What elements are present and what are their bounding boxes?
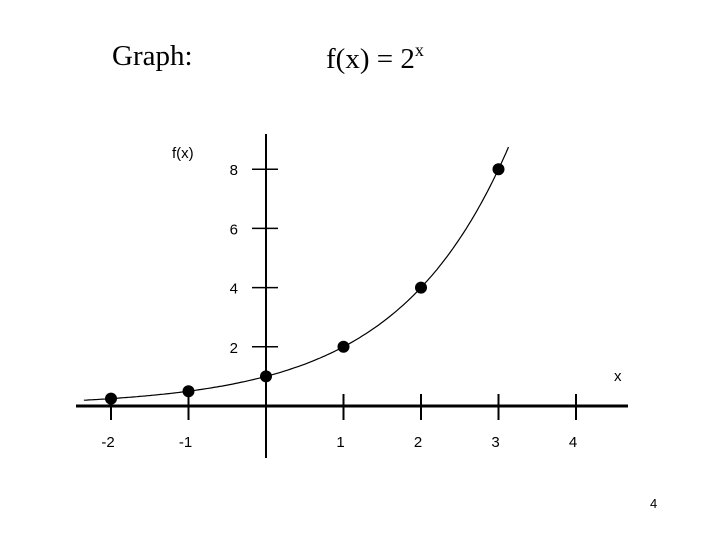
x-tick-label-2: 2 — [414, 434, 422, 451]
data-point-x-2 — [105, 392, 117, 405]
data-point-x1 — [337, 340, 350, 353]
function-exponent: x — [414, 40, 424, 60]
y-tick-label-6: 6 — [230, 221, 238, 238]
x-axis-label: x — [614, 368, 622, 385]
data-point-x3 — [492, 163, 505, 176]
data-point-x2 — [415, 281, 427, 294]
y-tick-label-8: 8 — [230, 162, 238, 179]
points-layer — [105, 163, 505, 405]
page-number: 4 — [650, 496, 658, 511]
x-tick-label--1: -1 — [179, 434, 192, 451]
axes-group — [76, 134, 628, 458]
curve-2-pow-x — [83, 146, 510, 401]
x-tick-label-1: 1 — [336, 434, 344, 451]
x-tick-label-3: 3 — [491, 434, 499, 451]
data-point-x-1 — [182, 385, 195, 398]
y-tick-label-2: 2 — [230, 340, 238, 357]
slide-title-label: Graph: — [112, 40, 193, 72]
x-tick-label--2: -2 — [101, 434, 114, 451]
x-tick-label-4: 4 — [569, 434, 577, 451]
curve-layer — [83, 146, 510, 401]
y-tick-label-4: 4 — [230, 281, 238, 298]
labels-layer: -2 -1 1 2 3 4 2 4 6 8 f(x) x — [101, 145, 622, 451]
y-axis-label: f(x) — [172, 145, 194, 162]
function-title: f(x) = 2x — [326, 40, 424, 76]
function-text: f(x) = 2 — [326, 43, 415, 75]
data-point-x0 — [260, 370, 272, 383]
